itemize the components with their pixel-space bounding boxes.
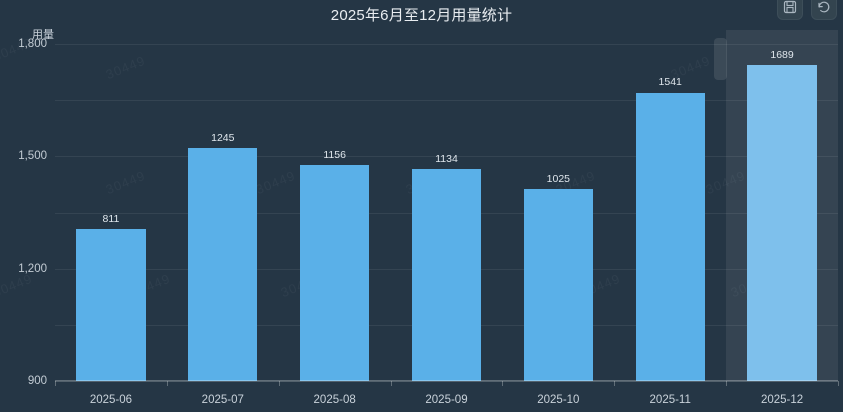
x-axis-tick-label: 2025-09 bbox=[425, 394, 468, 406]
bar-value-label: 1156 bbox=[323, 148, 346, 161]
y-axis-tick-label: 1,200 bbox=[18, 262, 47, 275]
x-axis-tick-label: 2025-08 bbox=[313, 394, 356, 406]
bar[interactable] bbox=[635, 92, 705, 381]
chart-title: 2025年6月至12月用量统计 bbox=[330, 7, 513, 24]
x-axis-tick-label: 2025-06 bbox=[89, 394, 133, 406]
bar[interactable] bbox=[523, 189, 594, 381]
bar-value-label: 1025 bbox=[546, 173, 571, 186]
x-axis-tick-label: 2025-07 bbox=[201, 394, 244, 406]
bar-value-label: 1689 bbox=[770, 48, 794, 61]
bar-value-label: 1134 bbox=[435, 152, 458, 165]
y-axis-tick-label: 900 bbox=[27, 375, 47, 387]
save-image-icon[interactable] bbox=[777, 0, 803, 20]
restore-icon[interactable] bbox=[811, 0, 837, 20]
plot-area: 03006009001,2001,5001,8008112025-0612452… bbox=[18, 30, 839, 406]
x-axis-tick-mark bbox=[838, 381, 839, 386]
x-axis-tick-mark bbox=[390, 381, 392, 386]
watermark-text: 30449 bbox=[0, 271, 34, 300]
bar[interactable] bbox=[188, 147, 258, 381]
y-axis-label: 用量 bbox=[32, 29, 54, 41]
chart-toolbar bbox=[777, 0, 837, 20]
x-axis-line bbox=[55, 380, 838, 381]
x-axis-tick-mark bbox=[278, 381, 280, 386]
gridline: 1,200 bbox=[18, 156, 838, 275]
x-axis-tick-label: 2025-11 bbox=[649, 394, 691, 406]
x-axis-tick-label: 2025-12 bbox=[760, 394, 804, 406]
x-axis-tick-label: 2025-10 bbox=[537, 394, 580, 406]
x-axis-tick-mark bbox=[614, 381, 616, 386]
bar-value-label: 811 bbox=[102, 213, 120, 226]
gridline: 1,500 bbox=[18, 100, 838, 162]
bar-value-label: 1245 bbox=[211, 131, 235, 144]
gridline: 1,800 bbox=[18, 38, 838, 50]
x-axis-tick-mark bbox=[726, 381, 728, 386]
x-axis-tick-mark bbox=[55, 381, 56, 386]
gridline: 0 bbox=[55, 381, 838, 382]
bar[interactable] bbox=[76, 229, 146, 381]
bar[interactable] bbox=[299, 164, 370, 381]
bar[interactable] bbox=[747, 64, 817, 381]
y-axis-tick-label: 1,500 bbox=[18, 150, 47, 163]
data-zoom-handle[interactable] bbox=[714, 38, 728, 80]
x-axis-tick-mark bbox=[502, 381, 504, 386]
y-axis-tick-label: 1,800 bbox=[18, 38, 47, 50]
bar[interactable] bbox=[411, 168, 482, 381]
x-axis-tick-mark bbox=[166, 381, 168, 386]
bar-value-label: 1541 bbox=[658, 76, 682, 89]
